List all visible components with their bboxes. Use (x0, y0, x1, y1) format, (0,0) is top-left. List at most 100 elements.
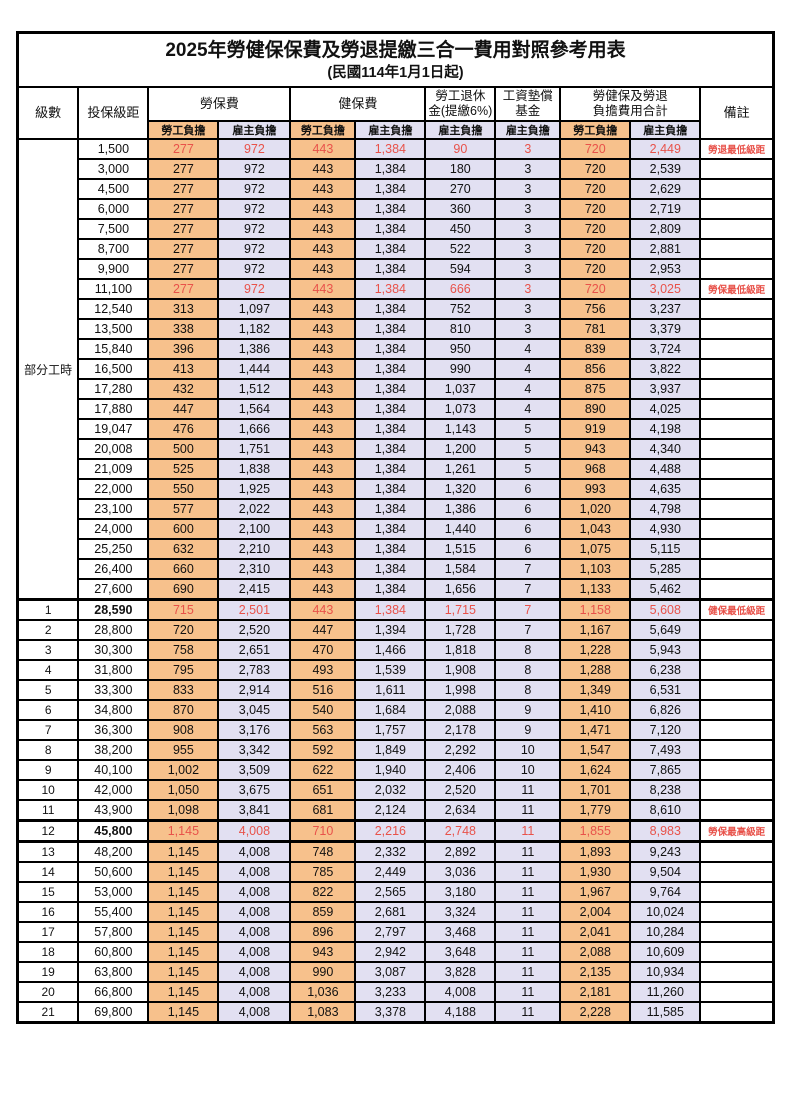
value-cell: 6 (494, 518, 562, 540)
note-cell (699, 158, 775, 180)
value-cell: 1,410 (559, 699, 632, 721)
bracket-cell: 66,800 (77, 981, 150, 1003)
note-cell (699, 578, 775, 601)
value-cell: 1,167 (559, 619, 632, 641)
value-cell: 1,624 (559, 759, 632, 781)
value-cell: 1,384 (354, 198, 427, 220)
level-cell: 21 (16, 1001, 80, 1024)
note-cell (699, 438, 775, 460)
value-cell: 5,943 (629, 639, 702, 661)
value-cell: 690 (147, 578, 220, 601)
value-cell: 2,881 (629, 238, 702, 260)
value-cell: 443 (289, 478, 357, 500)
value-cell: 752 (424, 298, 497, 320)
value-cell: 7,865 (629, 759, 702, 781)
value-cell: 443 (289, 298, 357, 320)
value-cell: 1,145 (147, 840, 220, 863)
table-row: 11 43,900 1,098 3,841 681 2,124 2,634 11 1,779 8,… (16, 799, 775, 822)
value-cell: 2,914 (217, 679, 292, 701)
value-cell: 2,783 (217, 659, 292, 681)
value-cell: 338 (147, 318, 220, 340)
value-cell: 720 (559, 218, 632, 240)
value-cell: 2,520 (217, 619, 292, 641)
note-cell (699, 358, 775, 380)
value-cell: 277 (147, 258, 220, 280)
value-cell: 3,378 (354, 1001, 427, 1024)
value-cell: 443 (289, 498, 357, 520)
page-title: 2025年勞健保保費及勞退提繳三合一費用對照參考用表 (165, 40, 626, 61)
bracket-cell: 4,500 (77, 178, 150, 200)
value-cell: 2,088 (559, 941, 632, 963)
value-cell: 7 (494, 578, 562, 601)
note-cell (699, 639, 775, 661)
value-cell: 563 (289, 719, 357, 741)
note-cell (699, 178, 775, 200)
bracket-cell: 43,900 (77, 799, 150, 822)
value-cell: 1,940 (354, 759, 427, 781)
bracket-cell: 28,590 (77, 598, 150, 621)
value-cell: 2,135 (559, 961, 632, 983)
value-cell: 2,022 (217, 498, 292, 520)
table-row: 3,000 277 972 443 1,384 180 3 720 2,539 (18, 158, 775, 180)
value-cell: 443 (289, 318, 357, 340)
value-cell: 443 (289, 378, 357, 400)
value-cell: 2,634 (424, 799, 497, 822)
value-cell: 577 (147, 498, 220, 520)
value-cell: 1,515 (424, 538, 497, 560)
value-cell: 11 (494, 779, 562, 801)
value-cell: 1,145 (147, 1001, 220, 1024)
value-cell: 720 (559, 278, 632, 300)
value-cell: 4,340 (629, 438, 702, 460)
subheader-health-employee: 勞工負擔 (289, 120, 357, 140)
bracket-cell: 12,540 (77, 298, 150, 320)
table-row: 25,250 632 2,210 443 1,384 1,515 6 1,075 5,115 (18, 538, 775, 560)
value-cell: 443 (289, 358, 357, 380)
col-header-labor-insurance: 勞保費 (147, 86, 292, 122)
value-cell: 1,728 (424, 619, 497, 641)
value-cell: 5 (494, 418, 562, 440)
value-cell: 1,037 (424, 378, 497, 400)
value-cell: 1,684 (354, 699, 427, 721)
value-cell: 1,384 (354, 438, 427, 460)
bracket-cell: 24,000 (77, 518, 150, 540)
value-cell: 720 (559, 158, 632, 180)
bracket-cell: 9,900 (77, 258, 150, 280)
value-cell: 2,565 (354, 881, 427, 903)
value-cell: 660 (147, 558, 220, 580)
table-row: 11,100 277 972 443 1,384 666 3 720 3,025 勞保最低級距 (18, 278, 775, 300)
value-cell: 2,210 (217, 538, 292, 560)
value-cell: 5,115 (629, 538, 702, 560)
value-cell: 1,998 (424, 679, 497, 701)
value-cell: 1,855 (559, 819, 632, 843)
value-cell: 1,384 (354, 238, 427, 260)
value-cell: 443 (289, 278, 357, 300)
level-cell: 10 (16, 779, 80, 801)
value-cell: 972 (217, 238, 292, 260)
table-row: 14 50,600 1,145 4,008 785 2,449 3,036 11 1,930 9,… (16, 861, 775, 883)
value-cell: 651 (289, 779, 357, 801)
value-cell: 1,384 (354, 558, 427, 580)
value-cell: 443 (289, 218, 357, 240)
value-cell: 11,585 (629, 1001, 702, 1024)
value-cell: 3,675 (217, 779, 292, 801)
value-cell: 4,008 (217, 901, 292, 923)
value-cell: 4 (494, 398, 562, 420)
level-cell: 18 (16, 941, 80, 963)
note-cell (699, 338, 775, 360)
value-cell: 9,243 (629, 840, 702, 863)
value-cell: 1,818 (424, 639, 497, 661)
value-cell: 3 (494, 278, 562, 300)
note-cell: 勞退最低級距 (699, 138, 775, 160)
value-cell: 4,008 (424, 981, 497, 1003)
value-cell: 756 (559, 298, 632, 320)
table-row: 3 30,300 758 2,651 470 1,466 1,818 8 1,228 5,943 (16, 639, 775, 661)
value-cell: 525 (147, 458, 220, 480)
value-cell: 833 (147, 679, 220, 701)
value-cell: 443 (289, 438, 357, 460)
value-cell: 1,320 (424, 478, 497, 500)
value-cell: 2,310 (217, 558, 292, 580)
bracket-cell: 17,280 (77, 378, 150, 400)
value-cell: 11 (494, 901, 562, 923)
value-cell: 720 (559, 178, 632, 200)
value-cell: 1,584 (424, 558, 497, 580)
